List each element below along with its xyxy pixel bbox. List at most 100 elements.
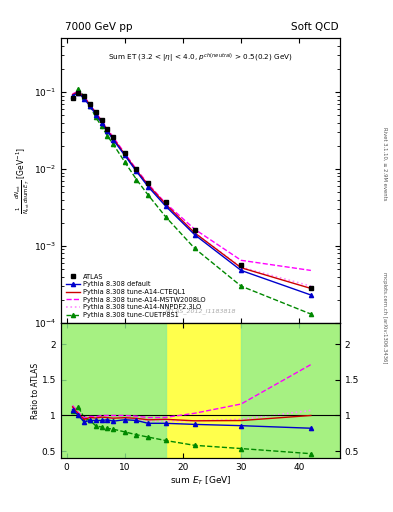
Y-axis label: $\frac{1}{N_\mathrm{evt}}\frac{dN_\mathrm{evt}}{d\mathrm{sum}\,E_T}$ [GeV$^{-1}$: $\frac{1}{N_\mathrm{evt}}\frac{dN_\mathr… <box>14 147 32 214</box>
Pythia 8.308 tune-A14-CTEQL1 <box>105 127 110 133</box>
Line: Pythia 8.308 tune-A14-NNPDF2.3LO: Pythia 8.308 tune-A14-NNPDF2.3LO <box>73 93 311 286</box>
Pythia 8.308 default <box>99 120 104 126</box>
Pythia 8.308 tune-A14-MSTW2008LO <box>105 126 110 132</box>
Pythia 8.308 tune-A14-NNPDF2.3LO <box>70 92 75 98</box>
Pythia 8.308 default <box>239 267 244 273</box>
Pythia 8.308 default <box>82 96 86 102</box>
Pythia 8.308 tune-CUETP8S1 <box>82 94 86 100</box>
ATLAS <box>88 100 92 106</box>
Pythia 8.308 tune-A14-CTEQL1 <box>76 89 81 95</box>
Pythia 8.308 default <box>134 168 139 175</box>
Pythia 8.308 tune-A14-NNPDF2.3LO <box>163 202 168 208</box>
Pythia 8.308 tune-CUETP8S1 <box>239 283 244 289</box>
Pythia 8.308 tune-A14-CTEQL1 <box>111 135 116 141</box>
Pythia 8.308 tune-A14-CTEQL1 <box>70 92 75 98</box>
Pythia 8.308 tune-CUETP8S1 <box>146 192 151 198</box>
Pythia 8.308 tune-A14-MSTW2008LO <box>309 267 313 273</box>
Pythia 8.308 default <box>76 90 81 96</box>
ATLAS <box>105 126 110 132</box>
Pythia 8.308 default <box>88 103 92 109</box>
ATLAS <box>163 199 168 205</box>
Pythia 8.308 tune-CUETP8S1 <box>123 159 127 165</box>
Pythia 8.308 tune-A14-MSTW2008LO <box>111 134 116 140</box>
Pythia 8.308 tune-CUETP8S1 <box>99 123 104 130</box>
Pythia 8.308 tune-A14-NNPDF2.3LO <box>88 102 92 108</box>
Pythia 8.308 tune-A14-MSTW2008LO <box>76 89 81 95</box>
Pythia 8.308 tune-CUETP8S1 <box>309 311 313 317</box>
Text: mcplots.cern.ch [arXiv:1306.3436]: mcplots.cern.ch [arXiv:1306.3436] <box>382 272 387 363</box>
Pythia 8.308 default <box>192 231 197 238</box>
Pythia 8.308 tune-A14-NNPDF2.3LO <box>239 264 244 270</box>
Pythia 8.308 default <box>146 184 151 190</box>
Text: 7000 GeV pp: 7000 GeV pp <box>65 22 132 32</box>
Pythia 8.308 default <box>70 93 75 99</box>
ATLAS <box>146 180 151 186</box>
ATLAS <box>82 93 86 99</box>
Pythia 8.308 tune-A14-MSTW2008LO <box>94 110 98 116</box>
Pythia 8.308 tune-A14-CTEQL1 <box>123 152 127 158</box>
X-axis label: sum $E_T$ [GeV]: sum $E_T$ [GeV] <box>170 475 231 487</box>
Pythia 8.308 default <box>111 137 116 143</box>
Pythia 8.308 tune-CUETP8S1 <box>134 177 139 183</box>
Pythia 8.308 tune-A14-MSTW2008LO <box>163 200 168 206</box>
Text: ATLAS_2012_I1183818: ATLAS_2012_I1183818 <box>165 309 236 314</box>
Pythia 8.308 tune-A14-NNPDF2.3LO <box>76 90 81 96</box>
Pythia 8.308 tune-A14-CTEQL1 <box>192 230 197 236</box>
Pythia 8.308 tune-A14-MSTW2008LO <box>192 226 197 232</box>
Pythia 8.308 default <box>309 292 313 298</box>
Pythia 8.308 tune-A14-MSTW2008LO <box>134 166 139 173</box>
Line: ATLAS: ATLAS <box>70 91 313 291</box>
Pythia 8.308 tune-CUETP8S1 <box>192 245 197 251</box>
Pythia 8.308 tune-A14-CTEQL1 <box>82 95 86 101</box>
Pythia 8.308 tune-A14-NNPDF2.3LO <box>105 127 110 133</box>
Pythia 8.308 tune-A14-NNPDF2.3LO <box>94 110 98 116</box>
Pythia 8.308 tune-A14-MSTW2008LO <box>70 91 75 97</box>
ATLAS <box>309 285 313 291</box>
Pythia 8.308 tune-A14-CTEQL1 <box>239 265 244 271</box>
Pythia 8.308 tune-A14-NNPDF2.3LO <box>111 135 116 141</box>
Pythia 8.308 tune-A14-NNPDF2.3LO <box>123 152 127 158</box>
Pythia 8.308 tune-A14-CTEQL1 <box>163 201 168 207</box>
ATLAS <box>123 150 127 156</box>
Pythia 8.308 tune-A14-CTEQL1 <box>94 110 98 116</box>
Pythia 8.308 tune-A14-MSTW2008LO <box>82 94 86 100</box>
Pythia 8.308 tune-CUETP8S1 <box>70 93 75 99</box>
Pythia 8.308 tune-A14-CTEQL1 <box>134 167 139 174</box>
Pythia 8.308 tune-A14-CTEQL1 <box>99 118 104 124</box>
Line: Pythia 8.308 tune-A14-CTEQL1: Pythia 8.308 tune-A14-CTEQL1 <box>73 92 311 288</box>
Pythia 8.308 tune-A14-CTEQL1 <box>146 182 151 188</box>
Pythia 8.308 default <box>123 153 127 159</box>
Pythia 8.308 tune-CUETP8S1 <box>94 114 98 120</box>
Line: Pythia 8.308 tune-A14-MSTW2008LO: Pythia 8.308 tune-A14-MSTW2008LO <box>73 92 311 270</box>
Pythia 8.308 tune-A14-NNPDF2.3LO <box>134 167 139 174</box>
Legend: ATLAS, Pythia 8.308 default, Pythia 8.308 tune-A14-CTEQL1, Pythia 8.308 tune-A14: ATLAS, Pythia 8.308 default, Pythia 8.30… <box>64 272 207 319</box>
Pythia 8.308 tune-CUETP8S1 <box>88 103 92 109</box>
Pythia 8.308 tune-A14-MSTW2008LO <box>99 117 104 123</box>
Pythia 8.308 tune-A14-CTEQL1 <box>88 101 92 108</box>
ATLAS <box>94 109 98 115</box>
ATLAS <box>76 90 81 96</box>
Line: Pythia 8.308 default: Pythia 8.308 default <box>70 91 313 297</box>
Y-axis label: Ratio to ATLAS: Ratio to ATLAS <box>31 362 40 419</box>
Pythia 8.308 tune-A14-MSTW2008LO <box>239 257 244 263</box>
Pythia 8.308 tune-CUETP8S1 <box>105 133 110 139</box>
Pythia 8.308 tune-CUETP8S1 <box>111 141 116 147</box>
Pythia 8.308 default <box>163 203 168 209</box>
ATLAS <box>99 117 104 123</box>
Pythia 8.308 tune-A14-NNPDF2.3LO <box>192 230 197 236</box>
Pythia 8.308 tune-A14-CTEQL1 <box>309 285 313 291</box>
Pythia 8.308 tune-A14-MSTW2008LO <box>123 150 127 156</box>
Pythia 8.308 tune-A14-MSTW2008LO <box>146 181 151 187</box>
Pythia 8.308 default <box>94 112 98 118</box>
ATLAS <box>192 227 197 233</box>
Pythia 8.308 tune-CUETP8S1 <box>163 214 168 220</box>
Pythia 8.308 tune-A14-NNPDF2.3LO <box>146 182 151 188</box>
Text: Rivet 3.1.10, ≥ 2.9M events: Rivet 3.1.10, ≥ 2.9M events <box>382 127 387 201</box>
Pythia 8.308 tune-A14-NNPDF2.3LO <box>99 118 104 124</box>
Pythia 8.308 default <box>105 128 110 134</box>
Text: Sum ET (3.2 < $|\eta|$ < 4.0, $p^{ch(neutral)}$ > 0.5(0.2) GeV): Sum ET (3.2 < $|\eta|$ < 4.0, $p^{ch(neu… <box>108 51 293 64</box>
Pythia 8.308 tune-A14-NNPDF2.3LO <box>309 283 313 289</box>
ATLAS <box>134 166 139 172</box>
ATLAS <box>239 262 244 268</box>
Pythia 8.308 tune-A14-MSTW2008LO <box>88 101 92 107</box>
